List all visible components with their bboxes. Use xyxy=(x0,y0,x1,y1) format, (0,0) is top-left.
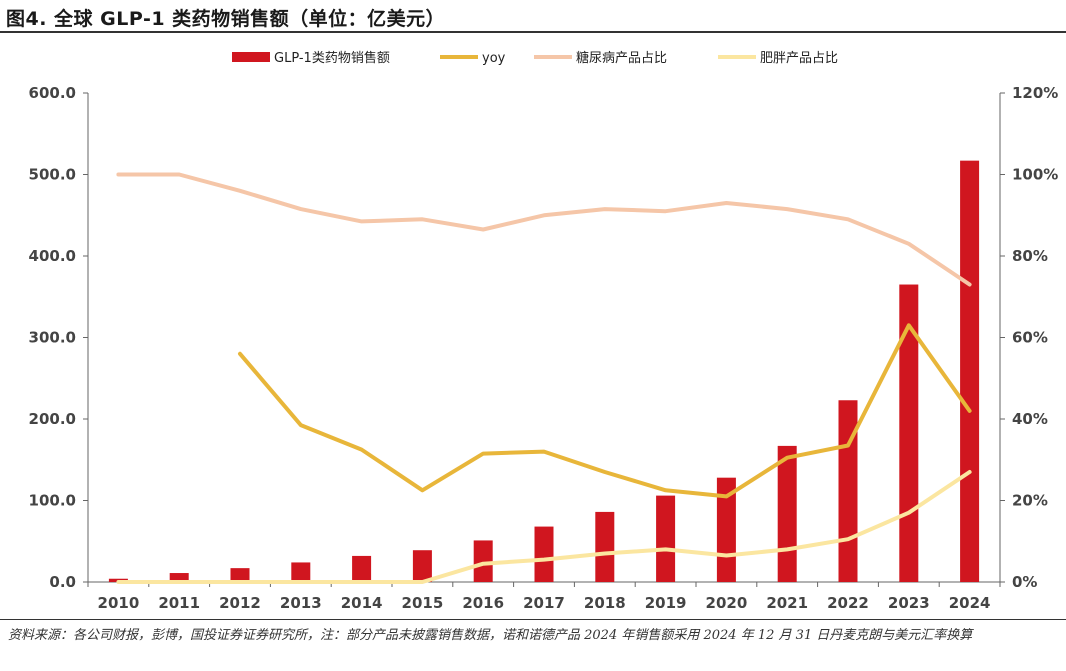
sales-bar xyxy=(656,495,676,582)
x-tick-label: 2011 xyxy=(158,594,200,612)
x-tick-label: 2014 xyxy=(341,594,383,612)
right-tick-label: 20% xyxy=(1012,492,1048,510)
left-tick-label: 100.0 xyxy=(29,492,76,510)
legend-yoy-label: yoy xyxy=(482,51,506,66)
sales-bar xyxy=(534,526,554,582)
x-tick-label: 2015 xyxy=(402,594,444,612)
legend-diabetes-label: 糖尿病产品占比 xyxy=(576,50,667,66)
left-tick-label: 500.0 xyxy=(29,166,76,184)
sales-bar xyxy=(412,550,432,582)
sales-bar xyxy=(169,573,189,582)
source-divider xyxy=(0,619,1066,620)
left-tick-label: 200.0 xyxy=(29,410,76,428)
left-tick-label: 300.0 xyxy=(29,329,76,347)
x-tick-label: 2013 xyxy=(280,594,322,612)
x-tick-label: 2017 xyxy=(523,594,565,612)
chart-title: 图4. 全球 GLP-1 类药物销售额（单位：亿美元） xyxy=(6,8,446,30)
ratio-lines xyxy=(116,172,972,584)
x-tick-label: 2023 xyxy=(888,594,930,612)
legend-obesity-label: 肥胖产品占比 xyxy=(760,51,838,66)
yoy-line xyxy=(238,323,972,499)
x-tick-label: 2021 xyxy=(766,594,808,612)
legend-sales-swatch xyxy=(232,52,270,62)
right-tick-label: 40% xyxy=(1012,410,1048,428)
right-tick-label: 80% xyxy=(1012,247,1048,265)
x-tick-label: 2018 xyxy=(584,594,626,612)
x-tick-label: 2019 xyxy=(645,594,687,612)
chart-legend: GLP-1类药物销售额 yoy 糖尿病产品占比 肥胖产品占比 xyxy=(232,50,838,66)
glp1-sales-chart: GLP-1类药物销售额 yoy 糖尿病产品占比 肥胖产品占比 0.0 100.0 200.… xyxy=(29,50,1059,612)
sales-bars xyxy=(108,160,980,582)
x-tick-label: 2022 xyxy=(827,594,869,612)
x-tick-label: 2012 xyxy=(219,594,261,612)
chart-axes: 0.0 100.0 200.0 300.0 400.0 500.0 600.0 0% 20% 40… xyxy=(29,84,1059,612)
left-tick-label: 600.0 xyxy=(29,84,76,102)
x-tick-label: 2010 xyxy=(98,594,140,612)
legend-sales-label: GLP-1类药物销售额 xyxy=(274,50,390,66)
x-tick-label: 2020 xyxy=(706,594,748,612)
x-tick-label: 2024 xyxy=(949,594,991,612)
diabetes-share-line xyxy=(116,172,972,287)
sales-bar xyxy=(777,445,797,582)
right-tick-label: 120% xyxy=(1012,84,1058,102)
sales-bar xyxy=(595,511,615,582)
sales-bar xyxy=(352,555,372,582)
sales-bar xyxy=(230,568,250,582)
x-tick-label: 2016 xyxy=(462,594,504,612)
left-tick-label: 0.0 xyxy=(49,573,76,591)
right-tick-label: 0% xyxy=(1012,573,1037,591)
sales-bar xyxy=(838,400,858,582)
source-note: 资料来源：各公司财报，彭博，国投证券证券研究所，注：部分产品未披露销售数据，诺和… xyxy=(8,628,973,643)
sales-bar xyxy=(291,562,311,582)
left-tick-label: 400.0 xyxy=(29,247,76,265)
right-tick-label: 60% xyxy=(1012,329,1048,347)
right-tick-label: 100% xyxy=(1012,166,1058,184)
sales-bar xyxy=(473,540,493,582)
title-divider xyxy=(0,31,1066,33)
obesity-share-line xyxy=(116,470,972,584)
sales-bar xyxy=(960,160,980,582)
